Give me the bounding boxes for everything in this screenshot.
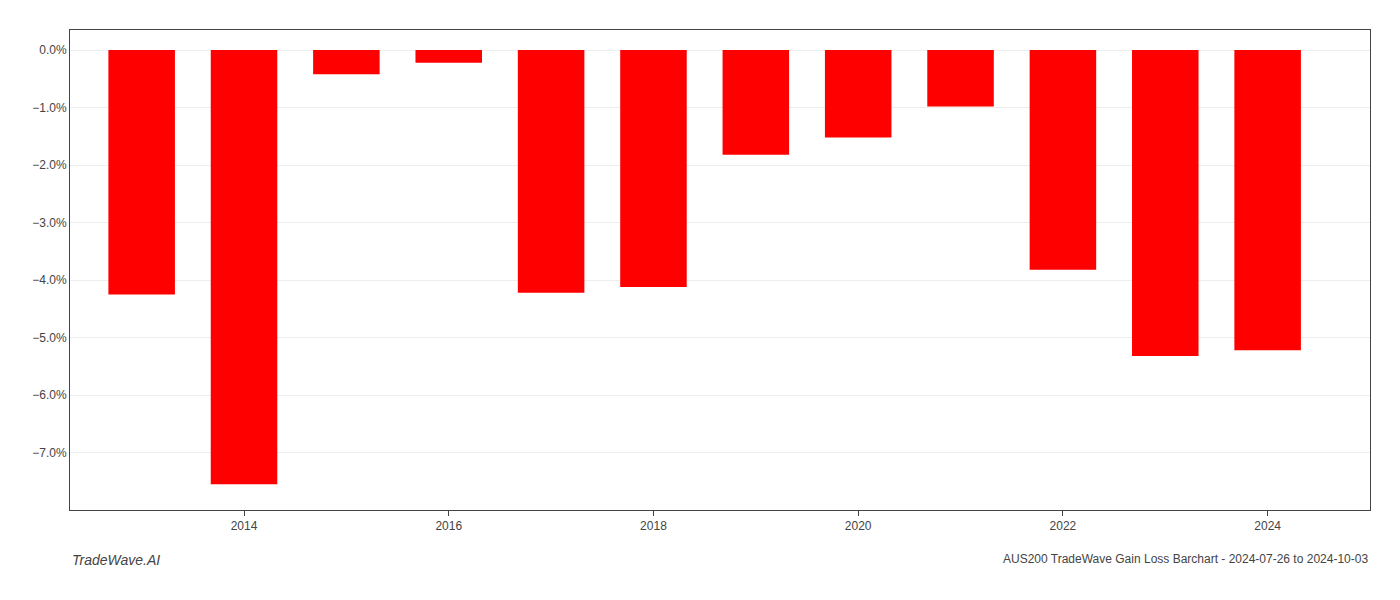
svg-text:−7.0%: −7.0% [32,446,67,460]
svg-text:2024: 2024 [1254,519,1281,533]
svg-text:−6.0%: −6.0% [32,388,67,402]
svg-text:2020: 2020 [845,519,872,533]
svg-text:−2.0%: −2.0% [32,158,67,172]
svg-text:−5.0%: −5.0% [32,331,67,345]
svg-text:−3.0%: −3.0% [32,216,67,230]
svg-text:2022: 2022 [1050,519,1077,533]
svg-text:TradeWave.AI: TradeWave.AI [72,552,160,568]
svg-text:2018: 2018 [640,519,667,533]
svg-text:2014: 2014 [231,519,258,533]
svg-text:−4.0%: −4.0% [32,273,67,287]
svg-text:0.0%: 0.0% [39,43,67,57]
svg-text:2016: 2016 [435,519,462,533]
svg-text:−1.0%: −1.0% [32,101,67,115]
svg-text:AUS200 TradeWave Gain Loss Bar: AUS200 TradeWave Gain Loss Barchart - 20… [1003,552,1368,566]
